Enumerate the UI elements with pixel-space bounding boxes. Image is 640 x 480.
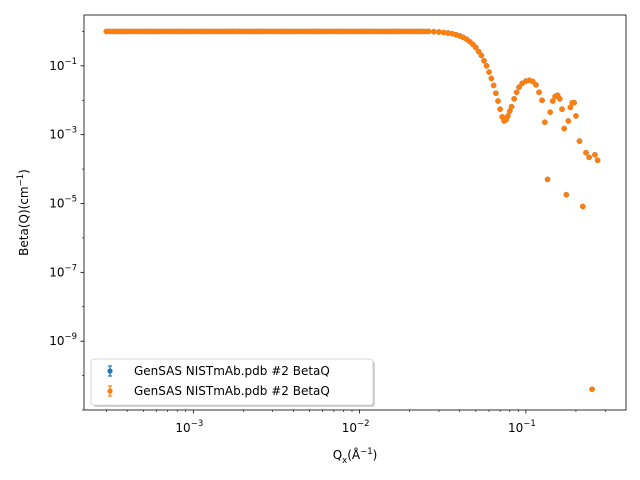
data-point — [513, 89, 520, 96]
data-point — [436, 29, 442, 35]
y-axis-label: Beta(Q)(cm−1) — [16, 169, 31, 256]
data-point — [576, 138, 583, 144]
data-point — [536, 89, 542, 96]
data-point — [473, 44, 479, 51]
data-point — [571, 99, 577, 106]
y-tick-label: 10−5 — [49, 195, 77, 211]
axes: 10−3 10−2 10−1 10−9 10−7 10−5 10−3 10−1 Qx(Å−1) B… — [16, 14, 627, 466]
data-point — [580, 203, 586, 210]
legend-box — [90, 358, 374, 406]
data-point — [561, 125, 568, 132]
data-point — [573, 113, 579, 119]
data-point — [533, 82, 539, 88]
data-point — [594, 157, 601, 164]
legend-marker — [107, 368, 113, 374]
data-point — [592, 152, 598, 158]
data-point — [490, 82, 497, 89]
y-tick-label: 10−3 — [49, 126, 77, 142]
x-tick-label: 10−2 — [342, 419, 370, 435]
data-point — [488, 75, 495, 82]
data-point — [508, 103, 515, 110]
legend-marker — [107, 388, 113, 394]
data-point — [557, 96, 563, 102]
data-point — [567, 104, 574, 111]
y-axis-label-group: Beta(Q)(cm−1) — [16, 169, 31, 256]
plot-frame — [83, 14, 627, 411]
data-point — [549, 98, 556, 104]
data-point — [481, 58, 487, 64]
data-point — [431, 28, 437, 35]
plot-area — [103, 28, 601, 393]
x-tick-label: 10−3 — [175, 419, 203, 435]
data-point — [586, 154, 592, 161]
data-point — [478, 52, 485, 59]
legend: GenSAS NISTmAb.pdb #2 BetaQ GenSAS NISTmA… — [90, 358, 375, 407]
data-point — [425, 28, 432, 35]
data-point — [486, 69, 492, 75]
data-point — [559, 106, 565, 112]
data-point — [539, 97, 545, 104]
data-point — [547, 109, 553, 115]
y-tick-label: 10−7 — [49, 263, 77, 279]
x-tick-label: 10−1 — [508, 419, 536, 435]
x-axis-label: Qx(Å−1) — [333, 447, 378, 466]
data-point — [565, 118, 572, 124]
data-point — [563, 191, 570, 198]
data-point — [497, 106, 503, 112]
data-point — [516, 84, 522, 90]
series-2 — [103, 28, 601, 393]
data-point — [511, 96, 517, 102]
y-tick-label: 10−1 — [49, 57, 77, 73]
data-point — [505, 113, 511, 119]
data-point — [542, 119, 548, 126]
legend-entry-label: GenSAS NISTmAb.pdb #2 BetaQ — [134, 384, 330, 398]
data-point — [544, 176, 551, 183]
data-point — [583, 149, 589, 156]
data-point — [483, 63, 490, 69]
data-point — [475, 48, 482, 55]
y-tick-label: 10−9 — [49, 332, 77, 348]
data-point — [493, 90, 499, 97]
data-point — [495, 98, 501, 104]
legend-entry-label: GenSAS NISTmAb.pdb #2 BetaQ — [134, 364, 330, 378]
data-point — [589, 386, 595, 393]
